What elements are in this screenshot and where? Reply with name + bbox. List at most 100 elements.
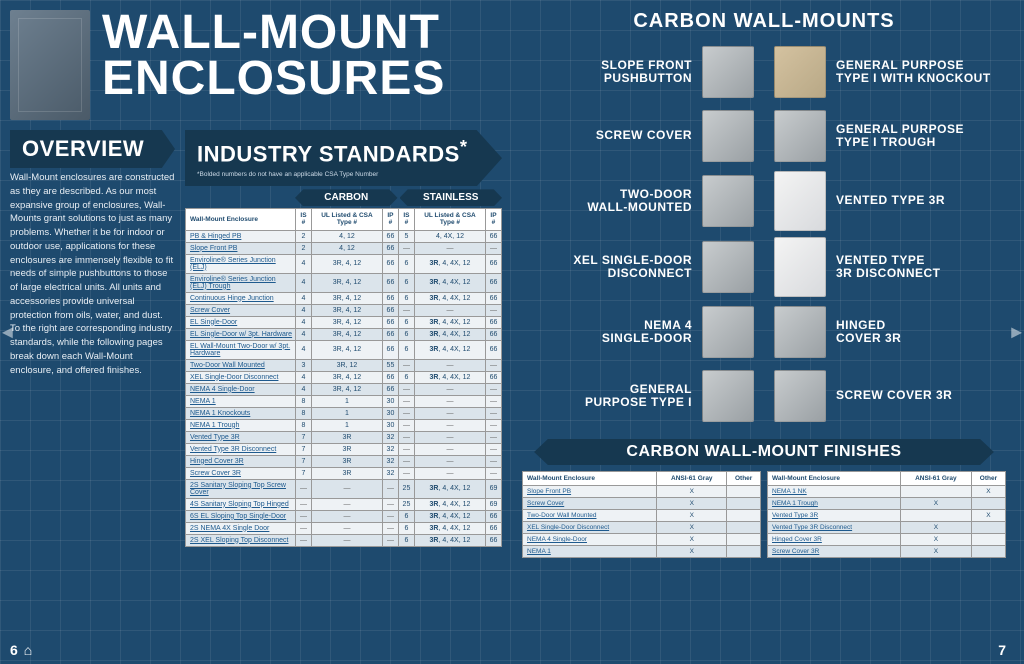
enclosure-link[interactable]: Vented Type 3R (186, 431, 296, 443)
table-row: Screw Cover 3RX (768, 546, 1006, 558)
product-item[interactable]: GENERAL PURPOSETYPE I TROUGH (774, 107, 1006, 165)
enclosure-link[interactable]: NEMA 4 Single-Door (186, 383, 296, 395)
home-icon[interactable]: ⌂ (24, 642, 32, 658)
table-row: 2S Sanitary Sloping Top Screw Cover———25… (186, 479, 502, 498)
overview-section: OVERVIEW Wall-Mount enclosures are const… (10, 130, 175, 547)
table-row: NEMA 18130——— (186, 395, 502, 407)
enclosure-link[interactable]: NEMA 1 (523, 546, 657, 558)
enclosure-link[interactable]: Enviroline® Series Junction (ELJ) Trough (186, 273, 296, 292)
enclosure-link[interactable]: NEMA 1 (186, 395, 296, 407)
product-icon (702, 241, 754, 293)
product-item[interactable]: GENERAL PURPOSETYPE I WITH KNOCKOUT (774, 43, 1006, 101)
enclosure-link[interactable]: Two-Door Wall Mounted (523, 510, 657, 522)
table-row: NEMA 1 TroughX (768, 498, 1006, 510)
enclosure-link[interactable]: Continuous Hinge Junction (186, 292, 296, 304)
product-icon (774, 370, 826, 422)
enclosure-link[interactable]: NEMA 1 Trough (186, 419, 296, 431)
enclosure-link[interactable]: NEMA 4 Single-Door (523, 534, 657, 546)
table-row: Screw Cover 3R73R32——— (186, 467, 502, 479)
next-page-arrow[interactable]: ▶ (1011, 324, 1022, 341)
table-row: Vented Type 3RX (768, 510, 1006, 522)
enclosure-link[interactable]: NEMA 1 Knockouts (186, 407, 296, 419)
enclosure-link[interactable]: Screw Cover (186, 304, 296, 316)
col-ul2: UL Listed & CSA Type # (414, 209, 485, 230)
product-label: NEMA 4SINGLE-DOOR (602, 319, 692, 345)
product-icon (702, 46, 754, 98)
enclosure-link[interactable]: XEL Single-Door Disconnect (523, 522, 657, 534)
page-number-left: 6 ⌂ (10, 642, 32, 658)
overview-body: Wall-Mount enclosures are constructed as… (10, 171, 175, 377)
enclosure-link[interactable]: Enviroline® Series Junction (ELJ) (186, 254, 296, 273)
product-item[interactable]: SCREW COVER (522, 107, 754, 165)
table-row: Hinged Cover 3RX (768, 534, 1006, 546)
enclosure-link[interactable]: 6S EL Sloping Top Single-Door (186, 510, 296, 522)
finishes-section: CARBON WALL-MOUNT FINISHES Wall-Mount En… (522, 439, 1006, 558)
enclosure-link[interactable]: XEL Single-Door Disconnect (186, 371, 296, 383)
product-icon (774, 46, 826, 98)
enclosure-link[interactable]: Slope Front PB (523, 486, 657, 498)
product-icon (702, 306, 754, 358)
enclosure-link[interactable]: Hinged Cover 3R (768, 534, 901, 546)
table-row: Hinged Cover 3R73R32——— (186, 455, 502, 467)
finishes-title: CARBON WALL-MOUNT FINISHES (534, 439, 994, 465)
product-item[interactable]: VENTED TYPE3R DISCONNECT (774, 237, 1006, 297)
table-row: XEL Single-Door DisconnectX (523, 522, 761, 534)
enclosure-link[interactable]: EL Wall-Mount Two-Door w/ 3pt. Hardware (186, 340, 296, 359)
enclosure-link[interactable]: Screw Cover (523, 498, 657, 510)
product-grid: SLOPE FRONTPUSHBUTTON GENERAL PURPOSETYPE… (522, 43, 1006, 425)
enclosure-link[interactable]: 2S XEL Sloping Top Disconnect (186, 534, 296, 546)
standards-group-headers: CARBON STAINLESS (295, 189, 502, 206)
enclosure-link[interactable]: Vented Type 3R Disconnect (186, 443, 296, 455)
enclosure-link[interactable]: Screw Cover 3R (768, 546, 901, 558)
page-header: WALL-MOUNT ENCLOSURES (10, 10, 502, 120)
enclosure-link[interactable]: EL Single-Door w/ 3pt. Hardware (186, 328, 296, 340)
left-page: ◀ WALL-MOUNT ENCLOSURES OVERVIEW Wall-Mo… (0, 0, 512, 664)
title-line-1: WALL-MOUNT (102, 10, 445, 56)
enclosure-link[interactable]: Vented Type 3R (768, 510, 901, 522)
product-label: XEL SINGLE-DOORDISCONNECT (573, 254, 692, 280)
table-row: Continuous Hinge Junction43R, 4, 126663R… (186, 292, 502, 304)
enclosure-link[interactable]: Hinged Cover 3R (186, 455, 296, 467)
finishes-table-right: Wall-Mount Enclosure ANSI-61 Gray Other … (767, 471, 1006, 558)
table-row: NEMA 4 Single-Door43R, 4, 1266——— (186, 383, 502, 395)
enclosure-link[interactable]: PB & Hinged PB (186, 230, 296, 242)
table-row: Slope Front PB24, 1266——— (186, 242, 502, 254)
standards-footnote: *Bolded numbers do not have an applicabl… (197, 171, 484, 178)
enclosure-link[interactable]: 2S NEMA 4X Single Door (186, 522, 296, 534)
overview-heading: OVERVIEW (22, 136, 157, 162)
product-icon (774, 306, 826, 358)
enclosure-link[interactable]: Slope Front PB (186, 242, 296, 254)
product-item[interactable]: VENTED TYPE 3R (774, 171, 1006, 231)
prev-page-arrow[interactable]: ◀ (2, 324, 13, 341)
product-item[interactable]: NEMA 4SINGLE-DOOR (522, 303, 754, 361)
product-icon (702, 110, 754, 162)
enclosure-link[interactable]: NEMA 1 NK (768, 486, 901, 498)
group-header-stainless: STAINLESS (400, 189, 503, 206)
enclosure-link[interactable]: Vented Type 3R Disconnect (768, 522, 901, 534)
group-header-carbon: CARBON (295, 189, 398, 206)
product-label: VENTED TYPE 3R (836, 194, 945, 207)
product-item[interactable]: TWO-DOORWALL-MOUNTED (522, 171, 754, 231)
enclosure-link[interactable]: NEMA 1 Trough (768, 498, 901, 510)
enclosure-link[interactable]: 2S Sanitary Sloping Top Screw Cover (186, 479, 296, 498)
enclosure-link[interactable]: Screw Cover 3R (186, 467, 296, 479)
product-item[interactable]: XEL SINGLE-DOORDISCONNECT (522, 237, 754, 297)
enclosure-link[interactable]: EL Single-Door (186, 316, 296, 328)
table-row: NEMA 4 Single-DoorX (523, 534, 761, 546)
product-item[interactable]: SLOPE FRONTPUSHBUTTON (522, 43, 754, 101)
finishes-table-left: Wall-Mount Enclosure ANSI-61 Gray Other … (522, 471, 761, 558)
standards-heading: INDUSTRY STANDARDS* (197, 136, 484, 167)
product-icon (774, 171, 826, 231)
table-row: EL Single-Door43R, 4, 126663R, 4, 4X, 12… (186, 316, 502, 328)
standards-heading-banner: INDUSTRY STANDARDS* *Bolded numbers do n… (185, 130, 502, 186)
carbon-mounts-title: CARBON WALL-MOUNTS (522, 10, 1006, 33)
product-icon (702, 370, 754, 422)
enclosure-link[interactable]: Two-Door Wall Mounted (186, 359, 296, 371)
product-item[interactable]: HINGEDCOVER 3R (774, 303, 1006, 361)
product-item[interactable]: SCREW COVER 3R (774, 367, 1006, 425)
product-label: HINGEDCOVER 3R (836, 319, 901, 345)
product-item[interactable]: GENERALPURPOSE TYPE I (522, 367, 754, 425)
enclosure-link[interactable]: 4S Sanitary Sloping Top Hinged (186, 498, 296, 510)
table-row: NEMA 1 Knockouts8130——— (186, 407, 502, 419)
product-label: TWO-DOORWALL-MOUNTED (587, 188, 692, 214)
